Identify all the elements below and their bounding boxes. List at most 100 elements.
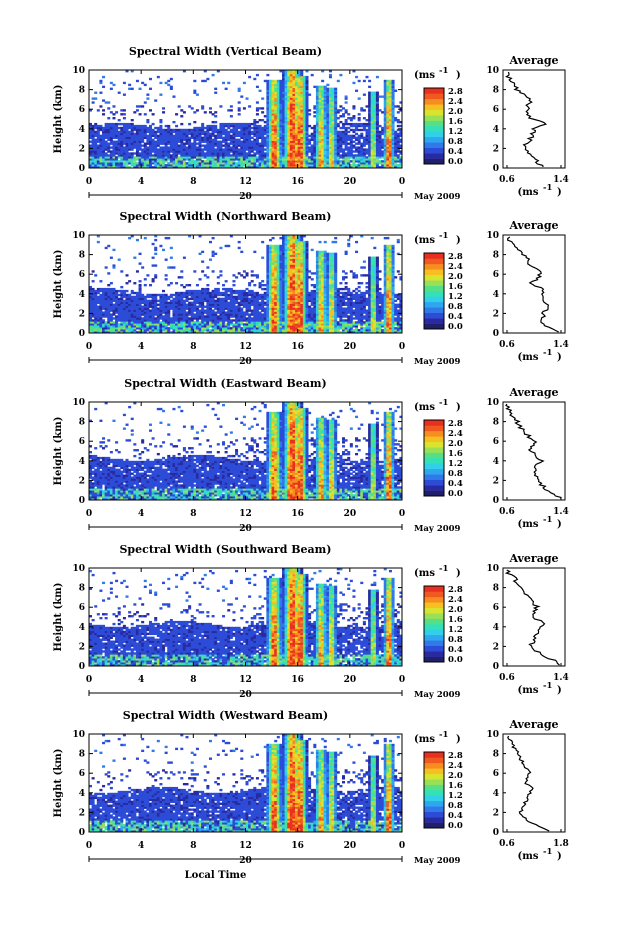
colorbar-swatch	[424, 624, 444, 630]
colorbar-swatch	[424, 88, 444, 94]
colorbar-swatch	[424, 263, 444, 270]
colorbar-swatch	[424, 474, 444, 481]
y-tick-label: 6	[79, 769, 85, 779]
y-tick-label: 2	[79, 808, 85, 818]
colorbar-swatch	[424, 285, 444, 292]
colorbar-frame	[423, 751, 445, 829]
average-profile-line	[504, 569, 560, 666]
x-tick-label: 20	[344, 841, 357, 851]
colorbar-swatch	[424, 430, 444, 437]
x-tick-label: 0	[86, 342, 92, 352]
average-y-tick: 10	[486, 231, 499, 241]
average-x-tick: 1.8	[553, 839, 569, 849]
average-y-tick: 4	[493, 125, 499, 135]
y-tick-label: 4	[79, 789, 85, 799]
y-tick-label: 8	[79, 750, 85, 760]
average-y-tick: 8	[493, 86, 499, 96]
colorbar-unit-paren: )	[456, 70, 461, 81]
y-tick-label: 6	[79, 105, 85, 115]
x-tick-label: 12	[239, 177, 252, 187]
panel-title: Spectral Width (Northward Beam)	[120, 210, 332, 223]
colorbar-swatch	[424, 269, 444, 276]
colorbar-tick-label: 0.8	[448, 801, 463, 811]
heatmap-field	[89, 734, 403, 833]
colorbar-tick-label: 2.0	[448, 771, 463, 781]
average-x-tick: 1.4	[553, 340, 569, 350]
colorbar-swatch	[424, 441, 444, 448]
colorbar-swatch	[424, 629, 444, 636]
colorbar-swatch	[424, 296, 444, 303]
colorbar-swatch	[424, 420, 444, 426]
date-label: May 2009	[414, 856, 461, 866]
y-axis-label: Height (km)	[53, 583, 64, 652]
colorbar-swatch	[424, 463, 444, 470]
heatmap-field	[89, 70, 403, 169]
average-y-tick: 6	[493, 270, 499, 280]
x-tick-label: 4	[138, 177, 144, 187]
colorbar-tick-label: 0.4	[448, 645, 463, 655]
colorbar-tick-label: 2.8	[448, 419, 463, 429]
y-axis-label: Height (km)	[53, 749, 64, 818]
colorbar-swatch	[424, 136, 444, 143]
colorbar-unit-exp: -1	[439, 66, 449, 76]
colorbar-swatch	[424, 98, 444, 105]
colorbar-tick-label: 0.4	[448, 312, 463, 322]
y-tick-label: 6	[79, 270, 85, 280]
average-y-tick: 8	[493, 750, 499, 760]
average-x-tick: 0.6	[499, 340, 515, 350]
y-tick-label: 0	[79, 662, 85, 672]
colorbar-swatch	[424, 131, 444, 138]
colorbar-tick-label: 0.0	[448, 322, 463, 332]
x-axis-label: Local Time	[185, 870, 247, 881]
date-label: May 2009	[414, 357, 461, 367]
panel-4: Spectral Width (Southward Beam) 0 2 4 6 8 10 He…	[53, 543, 569, 700]
y-tick-label: 0	[79, 329, 85, 339]
colorbar-swatch	[424, 800, 444, 807]
y-tick-label: 8	[79, 584, 85, 594]
average-xlabel-paren: )	[557, 685, 562, 696]
y-tick-label: 4	[79, 125, 85, 135]
average-y-tick: 0	[493, 164, 499, 174]
y-tick-label: 6	[79, 437, 85, 447]
colorbar-swatch	[424, 586, 444, 592]
average-y-tick: 2	[493, 476, 499, 486]
average-y-tick: 6	[493, 603, 499, 613]
colorbar-swatch	[424, 323, 444, 330]
average-xlabel-exp: -1	[543, 515, 553, 525]
average-y-tick: 0	[493, 662, 499, 672]
day-label: 20	[239, 524, 252, 534]
colorbar-tick-label: 0.0	[448, 821, 463, 831]
panel-title: Spectral Width (Southward Beam)	[119, 543, 331, 556]
colorbar-tick-label: 2.4	[448, 262, 463, 272]
colorbar-swatch	[424, 452, 444, 459]
colorbar-swatch	[424, 104, 444, 111]
panel-1: Spectral Width (Vertical Beam) 0 2 4 6 8 10 Hei…	[53, 45, 569, 202]
average-profile-line	[506, 236, 559, 333]
colorbar-tick-label: 2.0	[448, 272, 463, 282]
colorbar-swatch	[424, 811, 444, 818]
average-xlabel-exp: -1	[543, 348, 553, 358]
colorbar-swatch	[424, 656, 444, 663]
panel-3: Spectral Width (Eastward Beam) 0 2 4 6 8 10 Hei…	[53, 377, 569, 534]
panel-5: Spectral Width (Westward Beam) 0 2 4 6 8 10 Hei…	[53, 709, 569, 866]
colorbar-tick-label: 1.2	[448, 459, 463, 469]
colorbar-swatch	[424, 307, 444, 314]
colorbar-swatch	[424, 93, 444, 100]
x-tick-label: 0	[399, 675, 405, 685]
colorbar-swatch	[424, 752, 444, 758]
colorbar-swatch	[424, 142, 444, 149]
average-y-tick: 10	[486, 66, 499, 76]
colorbar-tick-label: 0.8	[448, 302, 463, 312]
heatmap-field	[89, 235, 403, 334]
average-xlabel: (ms	[518, 519, 539, 530]
average-x-tick: 0.6	[499, 673, 515, 683]
x-tick-label: 8	[190, 509, 196, 519]
colorbar-swatch	[424, 757, 444, 764]
average-frame	[502, 401, 566, 501]
x-tick-label: 0	[86, 841, 92, 851]
colorbar-swatch	[424, 613, 444, 619]
average-xlabel: (ms	[518, 851, 539, 862]
y-tick-label: 8	[79, 86, 85, 96]
colorbar-frame	[423, 87, 445, 165]
colorbar-swatch	[424, 822, 444, 829]
